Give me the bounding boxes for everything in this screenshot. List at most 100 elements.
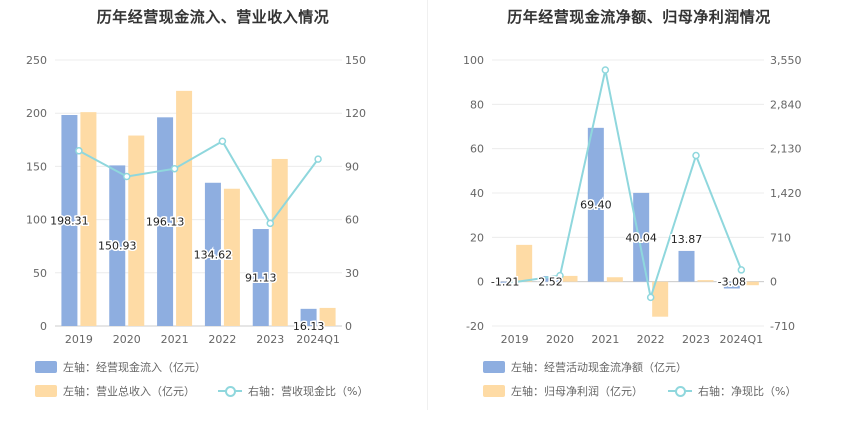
y-left-tick-label: 250 xyxy=(26,54,47,67)
bar-secondary xyxy=(697,280,714,282)
x-tick-label: 2020 xyxy=(113,333,141,346)
bar-primary xyxy=(587,127,604,282)
legend-swatch-icon xyxy=(35,361,57,373)
bar-data-label: -3.08 xyxy=(718,276,746,289)
bar-primary xyxy=(300,308,317,326)
line-point xyxy=(314,155,322,163)
y-left-tick-label: 200 xyxy=(26,107,47,120)
y-right-tick-label: 0 xyxy=(770,276,777,289)
legend-label: 右轴：营收现金比（%） xyxy=(248,385,369,398)
x-tick-label: 2024Q1 xyxy=(296,333,340,346)
y-left-tick-label: 40 xyxy=(470,187,484,200)
bar-secondary xyxy=(319,307,336,326)
y-right-tick-label: 2,840 xyxy=(770,98,802,111)
y-right-tick-label: 1,420 xyxy=(770,187,802,200)
line-point xyxy=(556,271,564,280)
bar-primary xyxy=(497,281,514,285)
bar-primary xyxy=(109,165,126,326)
bar-secondary xyxy=(561,275,578,282)
y-left-tick-label: 80 xyxy=(470,98,484,111)
line-point xyxy=(218,137,227,145)
line-point xyxy=(170,164,179,173)
legend-swatch-icon xyxy=(483,361,505,373)
line-point xyxy=(266,219,274,228)
legend-line-marker-icon xyxy=(668,385,692,397)
x-tick-label: 2021 xyxy=(591,333,619,346)
bar-secondary xyxy=(606,277,623,282)
chart-2-plot: -20 0 20 40 60 80 100 -710 0 710 1,420 2,130 2,840 3,… xyxy=(463,54,802,346)
x-tick-label: 2020 xyxy=(546,333,574,346)
y-right-tick-label: 30 xyxy=(345,267,359,280)
y-left-tick-label: 20 xyxy=(470,231,484,244)
y-right-tick-label: 2,130 xyxy=(770,143,802,156)
bar-primary xyxy=(61,114,78,326)
bar-secondary xyxy=(223,188,240,326)
y-left-tick-label: 50 xyxy=(33,267,47,280)
x-tick-label: 2021 xyxy=(161,333,189,346)
x-tick-label: 2019 xyxy=(501,333,529,346)
x-tick-label: 2023 xyxy=(682,333,710,346)
y-right-tick-label: 120 xyxy=(345,107,366,120)
bar-secondary xyxy=(516,244,533,282)
legend-label: 右轴：净现比（%） xyxy=(698,385,797,398)
x-tick-label: 2022 xyxy=(208,333,236,346)
bar-secondary xyxy=(80,112,97,326)
line-point xyxy=(75,147,83,155)
bar-data-label: 2.52 xyxy=(538,276,563,289)
bar-data-label: 196.13 xyxy=(146,216,185,229)
chart-1-plot: 0 50 100 150 200 250 0 30 60 90 120 150 2019 2020 2021… xyxy=(26,54,366,346)
y-right-tick-label: 60 xyxy=(345,214,359,227)
y-right-tick-label: -710 xyxy=(770,320,795,333)
line-point xyxy=(692,151,700,160)
y-right-tick-label: 0 xyxy=(345,320,352,333)
bar-primary xyxy=(678,250,695,282)
bar-data-label: 13.87 xyxy=(671,233,703,246)
legend-1-cash-inflow[interactable]: 左轴：经营现金流入（亿元） xyxy=(35,359,206,375)
line-point xyxy=(737,266,746,274)
legend-1-revenue[interactable]: 左轴：营业总收入（亿元） xyxy=(35,383,195,399)
y-right-tick-label: 3,550 xyxy=(770,54,802,67)
y-right-tick-label: 150 xyxy=(345,54,366,67)
legend-swatch-icon xyxy=(35,385,57,397)
bar-data-label: 91.13 xyxy=(245,272,277,285)
chart-divider xyxy=(427,0,428,410)
x-tick-label: 2019 xyxy=(65,333,93,346)
legend-swatch-icon xyxy=(483,385,505,397)
x-tick-label: 2022 xyxy=(637,333,665,346)
y-left-tick-label: -20 xyxy=(466,320,484,333)
bar-secondary xyxy=(742,281,759,286)
bar-primary xyxy=(542,276,559,282)
legend-line-marker-icon xyxy=(218,385,242,397)
chart-1-title: 历年经营现金流入、营业收入情况 xyxy=(96,8,330,26)
y-left-tick-label: 150 xyxy=(26,160,47,173)
legend-2-net-profit[interactable]: 左轴：归母净利润（亿元） xyxy=(483,383,643,399)
legend-2-net-cash-ratio[interactable]: 右轴：净现比（%） xyxy=(668,383,796,399)
bar-data-label: 16.13 xyxy=(293,320,325,333)
bar-data-label: 40.04 xyxy=(625,231,657,244)
bar-primary xyxy=(204,182,221,326)
legend-label: 左轴：经营活动现金流净额（亿元） xyxy=(511,361,687,374)
bar-secondary xyxy=(128,135,145,326)
line-point xyxy=(646,293,655,302)
bar-secondary xyxy=(652,281,669,317)
bar-primary xyxy=(252,229,269,326)
bar-secondary xyxy=(176,90,193,326)
legend-label: 左轴：归母净利润（亿元） xyxy=(511,385,643,398)
bar-data-label: 198.31 xyxy=(50,214,89,227)
line-series xyxy=(78,139,319,226)
bar-primary xyxy=(633,192,650,282)
x-tick-label: 2024Q1 xyxy=(720,333,764,346)
legend-label: 左轴：经营现金流入（亿元） xyxy=(63,361,206,374)
y-left-tick-label: 0 xyxy=(40,320,47,333)
bar-secondary xyxy=(271,158,288,326)
y-left-tick-label: 60 xyxy=(470,143,484,156)
bar-data-label: 134.62 xyxy=(194,248,233,261)
legend-2-net-cashflow[interactable]: 左轴：经营活动现金流净额（亿元） xyxy=(483,359,687,375)
line-point xyxy=(601,66,610,74)
x-tick-label: 2023 xyxy=(256,333,284,346)
bar-primary xyxy=(723,281,740,289)
chart-2-title: 历年经营现金流净额、归母净利润情况 xyxy=(507,8,771,26)
legend-1-ratio[interactable]: 右轴：营收现金比（%） xyxy=(218,383,368,399)
legend-label: 左轴：营业总收入（亿元） xyxy=(63,385,195,398)
